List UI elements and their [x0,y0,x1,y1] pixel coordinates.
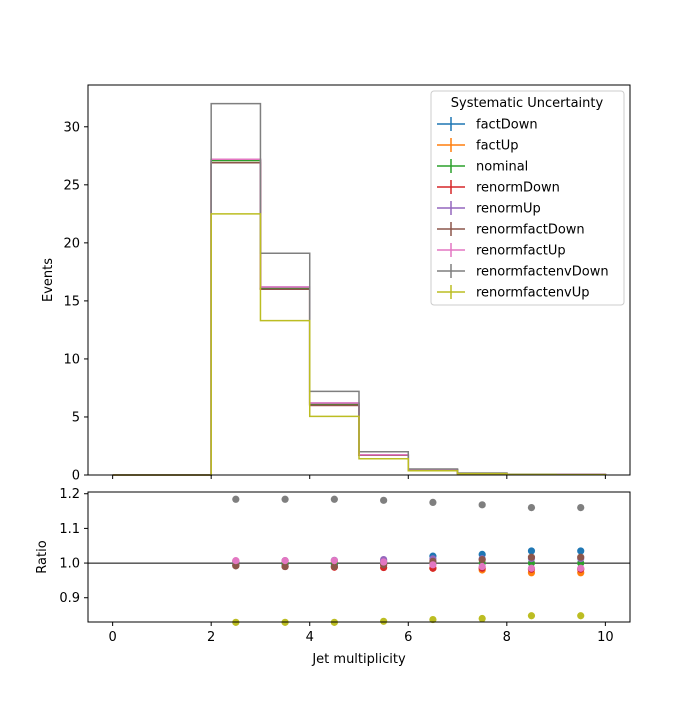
legend-entry-renormDown: renormDown [437,180,560,196]
main-x-axis [112,475,606,479]
x-tick-label: 10 [597,630,614,645]
ratio-point-renormfactenvDown [478,501,486,509]
ratio-y-tick-label: 1.2 [59,487,80,502]
ratio-point-factDown [527,547,536,555]
legend-entry-renormfactUp: renormfactUp [437,243,566,259]
legend-frame [430,90,625,306]
legend-label: renormUp [476,202,541,217]
ratio-plot-panel: 0.9 1.0 1.1 1.2 0 2 4 6 8 10 Ratio Jet multiplic… [35,487,631,667]
main-y-tick-label: 5 [72,410,80,425]
legend-label: renormfactUp [476,244,566,259]
ratio-point-renormfactenvDown [380,496,388,504]
legend-entries: factDown factUp nominal renormDown renormUp r… [437,117,609,301]
ratio-point-renormfactDown [330,562,338,571]
legend-entry-renormfactenvUp: renormfactenvUp [437,285,590,301]
main-y-tick-label: 0 [72,469,80,484]
ratio-point-renormfactUp [577,564,585,572]
ratio-point-renormfactenvUp [527,612,536,620]
main-plot-panel: 0 5 10 15 20 25 30 Events Systematic Uncertain… [41,84,631,484]
main-y-tick-label: 25 [63,178,80,193]
ratio-point-renormfactUp [281,557,289,565]
legend-entry-renormfactDown: renormfactDown [437,222,585,238]
ratio-point-renormfactenvUp [577,612,585,620]
ratio-point-renormfactenvUp [429,615,437,624]
ratio-point-factDown [577,547,585,555]
x-tick-label: 0 [108,630,116,645]
x-tick-label: 4 [306,630,314,645]
main-y-tick-label: 10 [63,352,80,367]
main-y-tick-label: 20 [63,236,80,251]
ratio-point-renormfactUp [527,564,536,572]
ratio-y-axis: 0.9 1.0 1.1 1.2 [59,487,88,606]
ratio-point-renormfactenvDown [429,498,437,506]
ratio-point-renormfactenvDown [232,495,240,503]
ratio-point-renormfactUp [330,557,338,565]
legend-label: renormfactenvUp [476,286,590,301]
ratio-points-group [232,495,585,626]
x-tick-label: 6 [404,630,412,645]
ratio-point-renormfactDown [281,562,289,571]
legend-label: renormfactDown [476,223,585,238]
ratio-point-renormfactenvDown [577,504,585,512]
ratio-point-renormfactDown [577,553,585,561]
ratio-point-renormfactenvUp [478,614,486,623]
legend-label: nominal [476,160,528,175]
ratio-point-renormfactUp [232,557,240,565]
ratio-point-renormfactDown [232,562,240,570]
main-y-tick-label: 15 [63,294,80,309]
legend-label: factUp [476,139,519,154]
main-y-axis: 0 5 10 15 20 25 30 [63,120,88,484]
ratio-y-tick-label: 1.1 [59,522,80,537]
legend-entry-renormUp: renormUp [437,201,541,217]
ratio-y-tick-label: 0.9 [59,591,80,606]
legend-entry-factDown: factDown [437,117,538,133]
legend-label: renormDown [476,181,560,196]
x-tick-label: 2 [207,630,215,645]
ratio-y-axis-label: Ratio [35,540,50,573]
legend-title: Systematic Uncertainty [451,96,604,111]
ratio-y-tick-label: 1.0 [59,557,80,572]
ratio-point-renormfactenvDown [527,504,536,512]
legend-label: factDown [476,118,538,133]
x-axis-label: Jet multiplicity [311,652,406,667]
main-plot-frame [87,84,631,476]
main-series-group [112,102,607,476]
ratio-point-renormfactenvDown [281,495,289,503]
ratio-point-renormfactDown [478,556,486,564]
ratio-point-renormfactenvDown [330,495,338,503]
legend-entry-nominal: nominal [437,159,528,175]
ratio-x-axis: 0 2 4 6 8 10 [108,622,614,645]
x-tick-label: 8 [503,630,511,645]
main-y-axis-label: Events [41,258,56,302]
legend: Systematic Uncertainty factDown factUp nom… [430,90,625,306]
legend-label: renormfactenvDown [476,265,609,280]
ratio-plot-frame [87,491,631,623]
main-y-tick-label: 30 [63,120,80,135]
legend-entry-factUp: factUp [437,138,519,154]
ratio-point-renormfactDown [527,553,536,561]
legend-entry-renormfactenvDown: renormfactenvDown [437,264,609,280]
ratio-point-renormfactUp [478,562,486,571]
ratio-point-renormfactenvUp [380,617,388,625]
ratio-plot-area [88,492,630,622]
ratio-point-renormfactUp [380,558,388,566]
ratio-point-renormfactUp [429,561,437,569]
